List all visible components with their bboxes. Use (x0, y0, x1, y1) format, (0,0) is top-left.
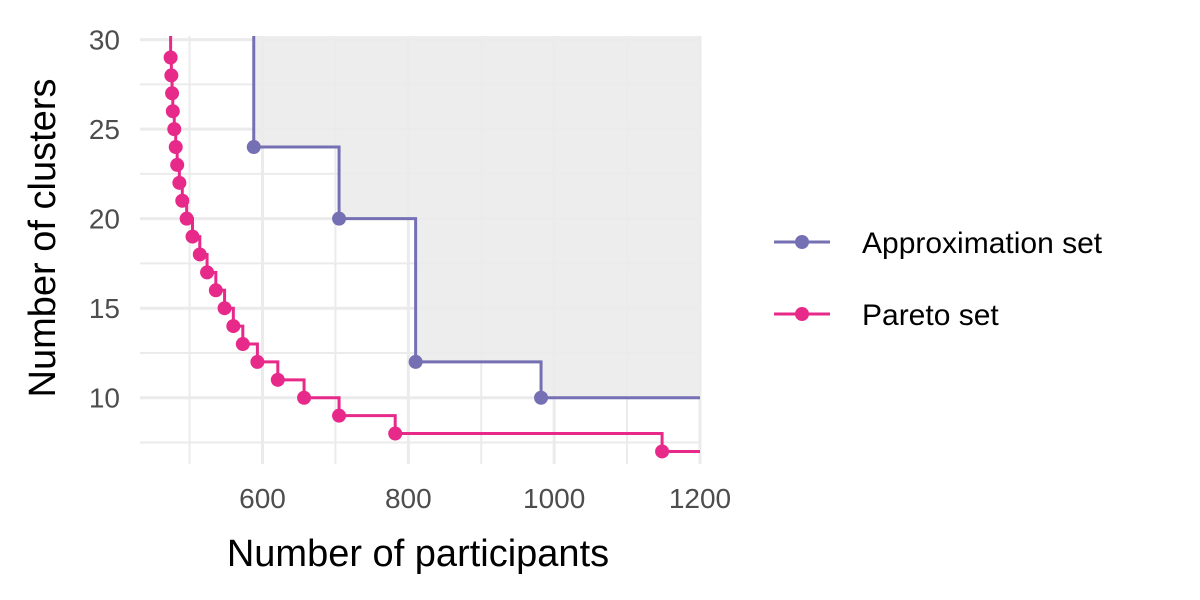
legend-key-point (795, 235, 809, 249)
series-layer (163, 36, 700, 459)
legend-key-point (795, 307, 809, 321)
x-tick-label: 600 (239, 483, 286, 514)
data-point-pareto-set (297, 390, 312, 405)
x-tick-label: 1000 (523, 483, 585, 514)
data-point-pareto-set (200, 265, 215, 280)
dominated-region (253, 36, 700, 398)
data-point-pareto-set (217, 301, 232, 316)
x-tick-label: 1200 (669, 483, 731, 514)
y-tick-label: 30 (89, 25, 120, 56)
legend-label-pareto-set: Pareto set (862, 299, 999, 332)
y-tick-label: 15 (89, 293, 120, 324)
x-axis-title: Number of participants (227, 533, 609, 575)
data-point-pareto-set (388, 426, 403, 441)
data-point-pareto-set (163, 50, 178, 65)
y-tick-label: 10 (89, 383, 120, 414)
data-point-approximation-set (408, 354, 423, 369)
data-point-approximation-set (246, 140, 261, 155)
data-point-pareto-set (167, 122, 182, 137)
y-axis-title: Number of clusters (22, 79, 64, 398)
data-point-pareto-set (168, 140, 183, 155)
data-point-pareto-set (332, 408, 347, 423)
data-point-pareto-set (179, 211, 194, 226)
legend-item-approximation-set: Approximation set (774, 227, 1103, 260)
tick-labels: 600 800 1000 1200 10 15 20 25 30 (89, 25, 731, 514)
y-tick-label: 25 (89, 114, 120, 145)
data-point-pareto-set (165, 86, 180, 101)
data-point-pareto-set (208, 283, 223, 298)
x-tick-label: 800 (385, 483, 432, 514)
data-point-pareto-set (170, 157, 185, 172)
data-point-pareto-set (192, 247, 207, 262)
data-point-pareto-set (164, 68, 179, 83)
data-point-pareto-set (270, 372, 285, 387)
data-point-approximation-set (332, 211, 347, 226)
legend-label-approximation-set: Approximation set (862, 227, 1103, 260)
y-tick-label: 20 (89, 204, 120, 235)
legend: Approximation set Pareto set (774, 227, 1103, 332)
data-point-pareto-set (185, 229, 200, 244)
data-point-pareto-set (165, 104, 180, 119)
data-point-pareto-set (175, 193, 190, 208)
data-point-pareto-set (172, 175, 187, 190)
data-point-pareto-set (655, 444, 670, 459)
data-point-pareto-set (235, 337, 250, 352)
data-point-pareto-set (226, 319, 241, 334)
data-point-pareto-set (250, 354, 265, 369)
data-point-approximation-set (534, 390, 549, 405)
legend-item-pareto-set: Pareto set (774, 299, 999, 332)
series-line-approximation-set (252, 36, 700, 400)
